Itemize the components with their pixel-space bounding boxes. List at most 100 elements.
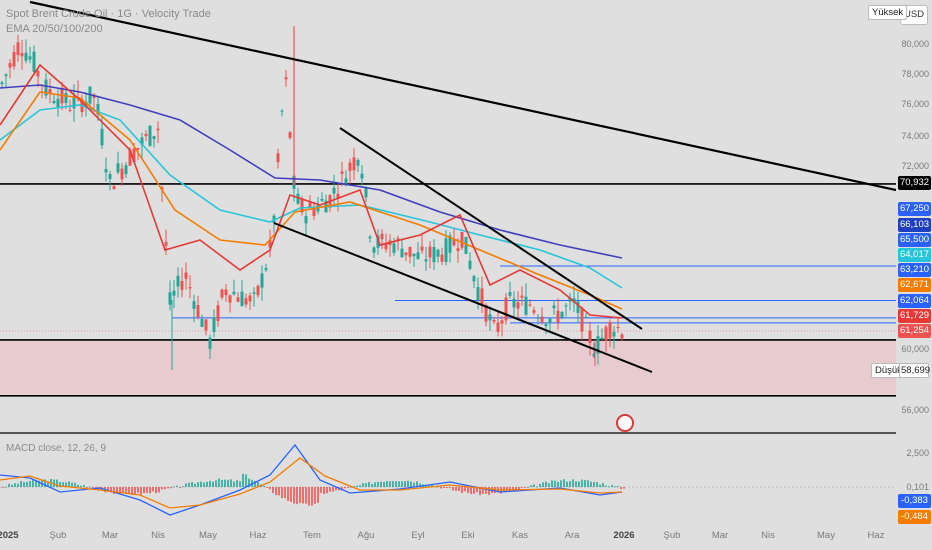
macd-histogram-bar xyxy=(362,483,364,487)
macd-histogram-bar xyxy=(431,484,433,487)
macd-histogram-bar xyxy=(485,487,487,494)
us-flag-event-icon[interactable] xyxy=(616,414,634,432)
candle-body xyxy=(464,236,468,254)
ema-indicator-label[interactable]: EMA 20/50/100/200 xyxy=(6,23,103,35)
candle-body xyxy=(552,305,556,309)
candle-body xyxy=(360,173,364,179)
macd-histogram-bar xyxy=(455,487,457,491)
candle-body xyxy=(264,268,268,271)
macd-histogram-bar xyxy=(35,479,37,487)
price-level-tag: 70,932 xyxy=(898,176,931,190)
candle-body xyxy=(236,297,240,302)
macd-histogram-bar xyxy=(416,481,418,487)
macd-histogram-bar xyxy=(233,481,235,487)
macd-histogram-bar xyxy=(521,487,523,488)
macd-histogram-bar xyxy=(29,481,31,487)
candle-body xyxy=(592,353,596,357)
candle-body xyxy=(20,53,24,57)
candle-body xyxy=(4,74,8,76)
macd-histogram-bar xyxy=(188,482,190,487)
ema-200-line xyxy=(0,84,623,259)
macd-histogram-bar xyxy=(317,487,319,503)
macd-histogram-bar xyxy=(545,481,547,487)
time-axis-label: Haz xyxy=(249,530,267,541)
macd-histogram-bar xyxy=(266,487,268,488)
candle-body xyxy=(120,168,124,180)
macd-histogram-bar xyxy=(599,484,601,487)
candle-body xyxy=(224,289,228,296)
macd-histogram-bar xyxy=(473,487,475,494)
macd-histogram-bar xyxy=(413,482,415,487)
macd-histogram-bar xyxy=(602,483,604,487)
price-axis[interactable]: 80,000 78,000 76,000 74,000 72,000 60,000 56,0… xyxy=(896,0,932,524)
candle-body xyxy=(560,311,564,318)
macd-histogram-bar xyxy=(293,487,295,504)
macd-histogram-bar xyxy=(56,479,58,487)
macd-histogram-bar xyxy=(488,487,490,496)
candle-body xyxy=(568,297,572,302)
candle-body xyxy=(488,314,492,321)
macd-histogram-bar xyxy=(278,487,280,496)
candle-body xyxy=(300,199,304,213)
candle-body xyxy=(152,136,156,140)
price-chart[interactable] xyxy=(0,0,896,522)
time-axis-label: 2026 xyxy=(613,530,635,541)
candle-body xyxy=(228,295,232,303)
macd-histogram-bar xyxy=(191,482,193,487)
macd-histogram-bar xyxy=(335,487,337,491)
candle-body xyxy=(144,133,148,136)
macd-histogram-bar xyxy=(26,481,28,487)
time-axis[interactable]: 2025 Şub Mar Nis May Haz Tem Ağu Eyl Eki Kas Ara 202… xyxy=(0,522,896,550)
candle-body xyxy=(384,244,388,250)
candle-body xyxy=(48,89,52,95)
macd-histogram-bar xyxy=(224,479,226,487)
ema-20-line xyxy=(0,63,623,319)
price-level-tag: 61,254 xyxy=(898,324,931,338)
macd-histogram-bar xyxy=(527,486,529,488)
candle-body xyxy=(608,322,612,339)
candle-body xyxy=(600,337,604,340)
macd-histogram-bar xyxy=(113,487,115,494)
symbol-title[interactable]: Spot Brent Crude Oil · 1G · Velocity Tra… xyxy=(6,8,211,20)
price-tick-label: 72,000 xyxy=(901,161,929,171)
candle-body xyxy=(596,336,600,354)
macd-histogram-bar xyxy=(356,485,358,487)
price-tick-label: 76,000 xyxy=(901,99,929,109)
candle-body xyxy=(104,169,108,173)
macd-histogram-bar xyxy=(611,485,613,487)
macd-histogram-bar xyxy=(155,487,157,494)
macd-histogram-bar xyxy=(5,486,7,488)
macd-histogram-bar xyxy=(179,487,181,488)
macd-histogram-bar xyxy=(203,482,205,487)
macd-histogram-bar xyxy=(158,487,160,493)
macd-histogram-bar xyxy=(140,487,142,495)
time-axis-label: Tem xyxy=(303,530,321,541)
price-level-tag: 66,103 xyxy=(898,218,931,232)
macd-histogram-bar xyxy=(161,487,163,490)
long-trend-line xyxy=(29,0,896,192)
macd-histogram-bar xyxy=(524,487,526,488)
macd-histogram-bar xyxy=(614,486,616,488)
macd-histogram-bar xyxy=(290,487,292,502)
macd-histogram-bar xyxy=(296,487,298,505)
macd-histogram-bar xyxy=(575,481,577,487)
candle-body xyxy=(496,322,500,332)
candle-body xyxy=(500,320,504,324)
candle-body xyxy=(588,330,592,344)
candle-body xyxy=(200,319,204,327)
price-tick-label: 60,000 xyxy=(901,344,929,354)
macd-value-tag: -0,484 xyxy=(898,510,931,524)
macd-histogram-bar xyxy=(134,487,136,495)
macd-histogram-bar xyxy=(143,487,145,493)
macd-histogram-bar xyxy=(533,484,535,487)
candle-body xyxy=(504,297,508,321)
macd-signal-line xyxy=(0,457,623,509)
candle-body xyxy=(356,159,360,166)
macd-indicator-label[interactable]: MACD close, 12, 26, 9 xyxy=(6,443,107,454)
macd-value-tag: -0,383 xyxy=(898,494,931,508)
candle-body xyxy=(136,148,140,150)
macd-histogram-bar xyxy=(170,487,172,489)
macd-histogram-bar xyxy=(410,481,412,487)
macd-histogram-bar xyxy=(218,478,220,487)
